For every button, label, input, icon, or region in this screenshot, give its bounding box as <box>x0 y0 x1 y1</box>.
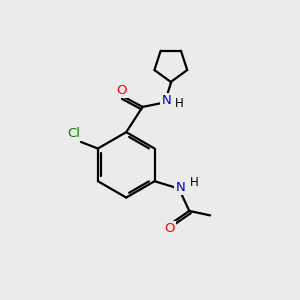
Text: Cl: Cl <box>67 127 80 140</box>
Text: O: O <box>116 84 127 97</box>
Text: H: H <box>190 176 199 189</box>
Text: O: O <box>165 222 175 235</box>
Text: N: N <box>176 181 185 194</box>
Text: N: N <box>161 94 171 106</box>
Text: H: H <box>175 98 183 110</box>
